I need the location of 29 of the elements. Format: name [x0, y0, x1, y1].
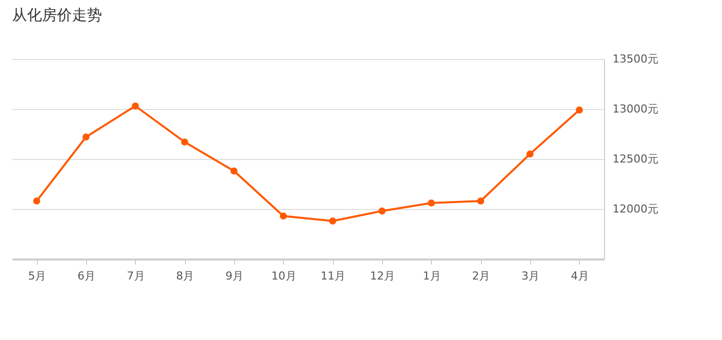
point: [181, 138, 188, 146]
point: [428, 199, 435, 207]
x-tick-label: 6月: [78, 270, 96, 282]
point: [82, 133, 90, 141]
point: [378, 207, 386, 215]
x-tick-label: 12月: [370, 270, 395, 282]
x-tick-label: 7月: [126, 270, 145, 282]
x-tick-label: 4月: [570, 270, 589, 282]
point: [477, 197, 484, 205]
x-tick-label: 9月: [226, 270, 244, 282]
y-tick-label: 13000元: [612, 102, 658, 116]
x-tick-label: 1月: [422, 270, 441, 282]
point: [33, 197, 40, 205]
y-tick-label: 12000元: [612, 202, 658, 216]
point: [280, 212, 287, 220]
point: [132, 102, 139, 110]
x-tick-label: 5月: [28, 270, 46, 282]
y-tick-label: 13500元: [612, 52, 658, 66]
point: [230, 167, 238, 175]
x-tick-label: 2月: [472, 270, 490, 282]
x-tick-label: 8月: [176, 270, 194, 282]
point: [329, 217, 336, 225]
point: [526, 150, 534, 158]
chart-title: 从化房价走势: [12, 6, 102, 24]
y-tick-label: 12500元: [612, 152, 658, 166]
point: [576, 106, 583, 114]
x-tick-label: 3月: [522, 270, 540, 282]
x-tick-label: 11月: [320, 270, 346, 282]
x-tick-label: 10月: [271, 270, 296, 282]
